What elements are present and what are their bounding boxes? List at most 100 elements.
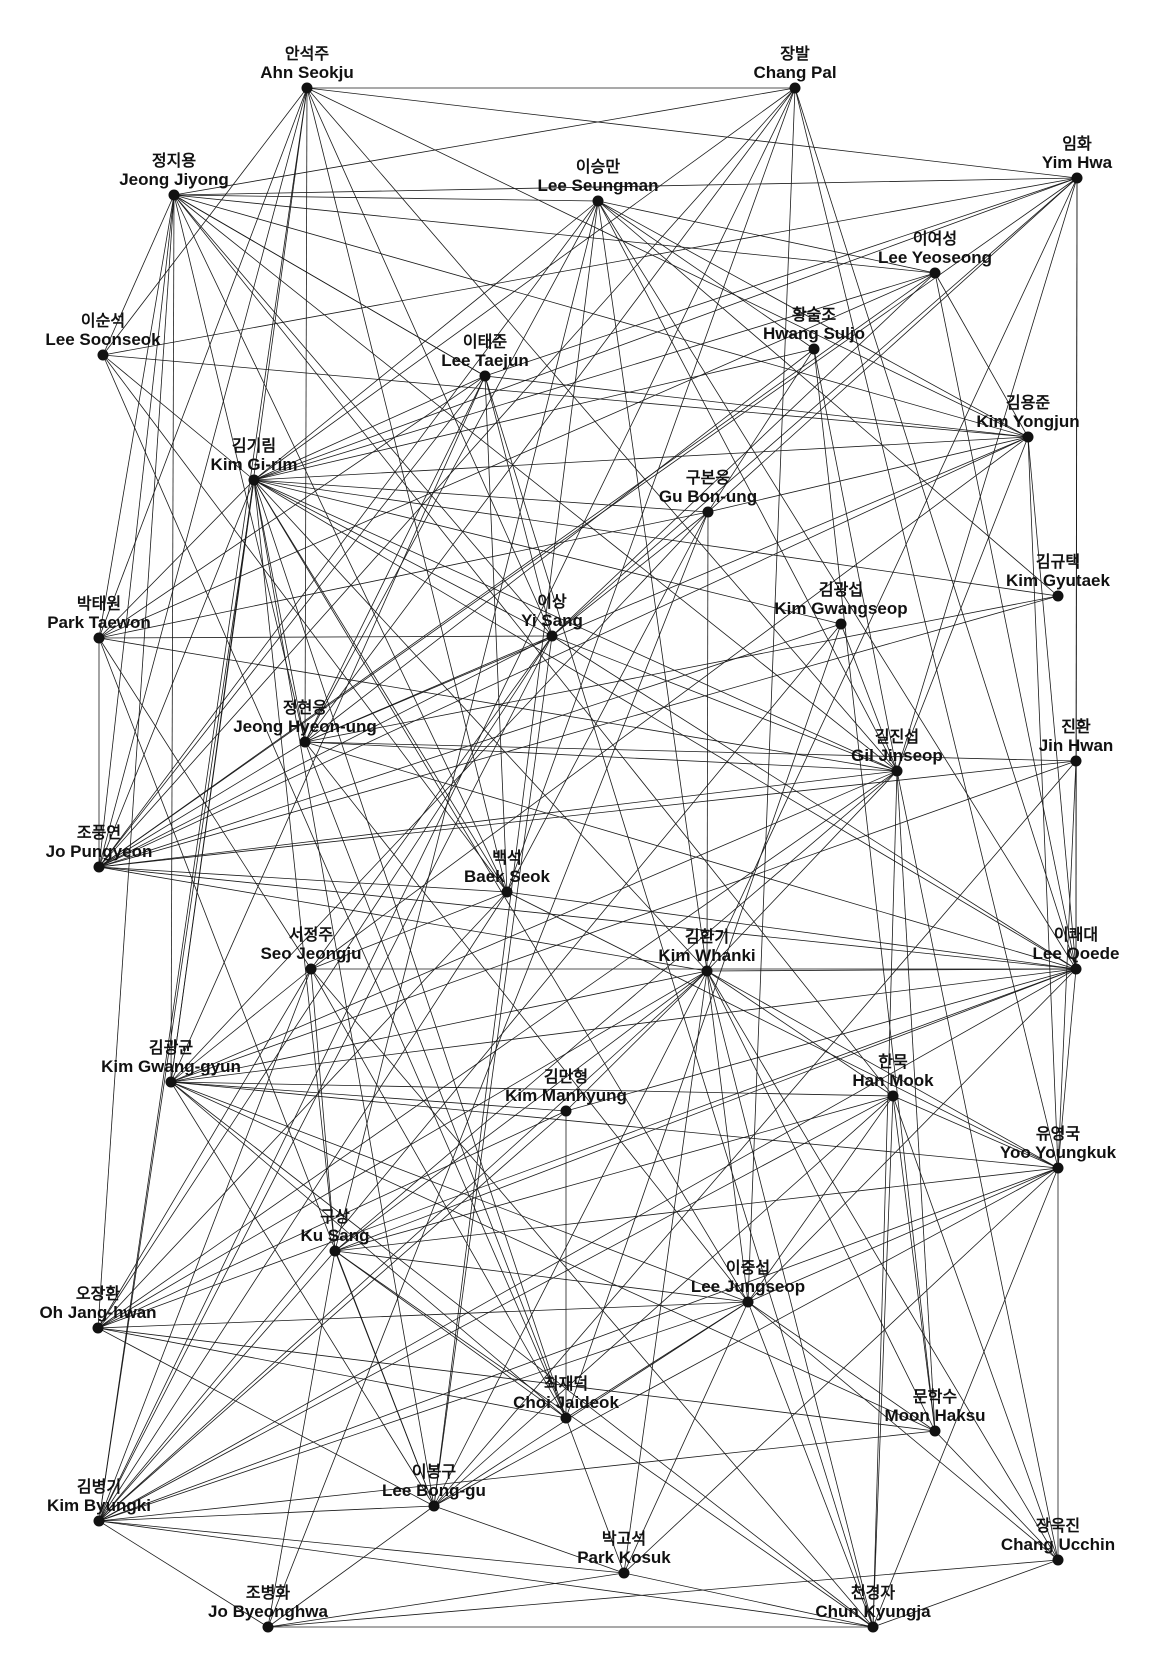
edge-changpal-hyeonung	[304, 87, 796, 743]
node-dot	[305, 963, 317, 975]
node-dot	[329, 1245, 341, 1257]
edge-baekseok-qoede	[506, 891, 1077, 970]
node-label-english: Jo Pungyeon	[46, 842, 153, 861]
node-dot	[479, 370, 491, 382]
edge-seungman-whanki	[597, 200, 708, 972]
edge-taejun-pungyeon	[98, 375, 486, 868]
edge-yeoseong-yisang	[551, 272, 936, 637]
edge-yeoseong-girim	[253, 272, 936, 481]
edge-seungman-qoede	[597, 200, 1077, 970]
edge-whanki-bonggu	[433, 970, 708, 1507]
edge-suljo-hyeonung	[304, 348, 815, 743]
node-dot	[1071, 172, 1083, 184]
edge-jinseop-haksu	[896, 770, 936, 1432]
edge-gwanggyun-hanmook	[170, 1081, 894, 1097]
node-label-english: Seo Jeongju	[260, 944, 361, 963]
edge-hanmook-kyungja	[872, 1095, 894, 1628]
edge-youngkuk-byungki	[98, 1167, 1059, 1522]
node-label-english: Kim Whanki	[658, 946, 755, 965]
edge-qoede-byungki	[98, 968, 1077, 1522]
node-label-english: Kim Gi-rim	[211, 455, 298, 474]
edge-jeongjiyong-gwanggyun	[170, 194, 175, 1083]
edge-ahn-yimhwa	[306, 87, 1078, 179]
node-label-korean: 최재덕	[544, 1374, 588, 1393]
edge-bonung-byeonghwa	[267, 511, 709, 1628]
edge-yisang-byungki	[98, 635, 553, 1522]
edge-yisang-qoede	[551, 635, 1077, 970]
edge-taejun-gwanggyun	[170, 375, 486, 1083]
node-label-korean: 김기림	[232, 436, 276, 455]
edge-girim-kusang	[253, 479, 336, 1252]
node-label-english: Yi Sang	[521, 611, 583, 630]
edge-taewon-jeongju	[98, 637, 312, 970]
edge-whanki-hanmook	[706, 970, 894, 1097]
node-label-english: Baek Seok	[464, 867, 551, 886]
edge-whanki-ucchin	[706, 970, 1059, 1561]
edge-bonung-whanki	[706, 511, 709, 972]
node-dot	[93, 1515, 105, 1527]
node-dot	[1070, 963, 1082, 975]
edge-jeongju-byungki	[98, 968, 312, 1522]
node-label-english: Park Kosuk	[577, 1548, 671, 1567]
node-dot	[546, 630, 558, 642]
edge-jeongjiyong-yimhwa	[173, 177, 1078, 196]
edge-ahn-hyeonung	[304, 87, 308, 743]
node-dot	[887, 1090, 899, 1102]
edge-bonung-taewon	[98, 511, 709, 639]
node-label-english: Gil Jinseop	[851, 746, 943, 765]
edge-girim-hyeonung	[253, 479, 306, 743]
edge-yimhwa-whanki	[706, 177, 1078, 972]
node-label-korean: 김환기	[685, 927, 729, 946]
node-label-korean: 길진섭	[875, 728, 919, 746]
edge-yeoseong-qoede	[934, 272, 1077, 970]
edge-seungman-hyeonung	[304, 200, 599, 743]
edge-byungki-kyungja	[98, 1520, 874, 1628]
node-label-korean: 김병기	[77, 1477, 121, 1496]
edge-kusang-jaideok	[334, 1250, 567, 1419]
node-label-korean: 유영국	[1036, 1125, 1080, 1143]
edge-bonung-yisang	[551, 511, 709, 637]
edge-ahn-yongjun	[306, 87, 1029, 438]
node-label-korean: 황술조	[792, 305, 836, 324]
edge-whanki-youngkuk	[706, 970, 1059, 1169]
edge-gwangseop-byungki	[98, 623, 842, 1522]
edge-soonseok-jaideok	[102, 354, 567, 1419]
edge-gwanggyun-manhyung	[170, 1081, 567, 1112]
node-label-korean: 문학수	[913, 1388, 957, 1406]
edge-pungyeon-qoede	[98, 866, 1077, 970]
node-label-korean: 서정주	[289, 926, 333, 944]
node-label-english: Ku Sang	[301, 1226, 370, 1245]
edge-janghwan-jaideok	[97, 1327, 567, 1419]
edge-byeonghwa-ucchin	[267, 1559, 1059, 1628]
edge-hanmook-ucchin	[892, 1095, 1059, 1561]
edge-taejun-yisang	[484, 375, 553, 637]
edge-girim-jungseop	[253, 479, 749, 1303]
edge-yisang-jeongju	[310, 635, 553, 970]
node-dot	[835, 618, 847, 630]
node-dot	[301, 82, 313, 94]
edge-baekseok-janghwan	[97, 891, 508, 1329]
edge-ahn-taewon	[98, 87, 308, 639]
edge-taewon-yisang	[98, 635, 553, 639]
node-label-english: Lee Qoede	[1033, 944, 1120, 963]
node-label-korean: 이봉구	[412, 1463, 456, 1481]
edge-qoede-jungseop	[747, 968, 1077, 1303]
node-dot	[93, 632, 105, 644]
node-dot	[428, 1500, 440, 1512]
edges-layer	[97, 87, 1078, 1628]
edge-gyutaek-hyeonung	[304, 595, 1059, 743]
